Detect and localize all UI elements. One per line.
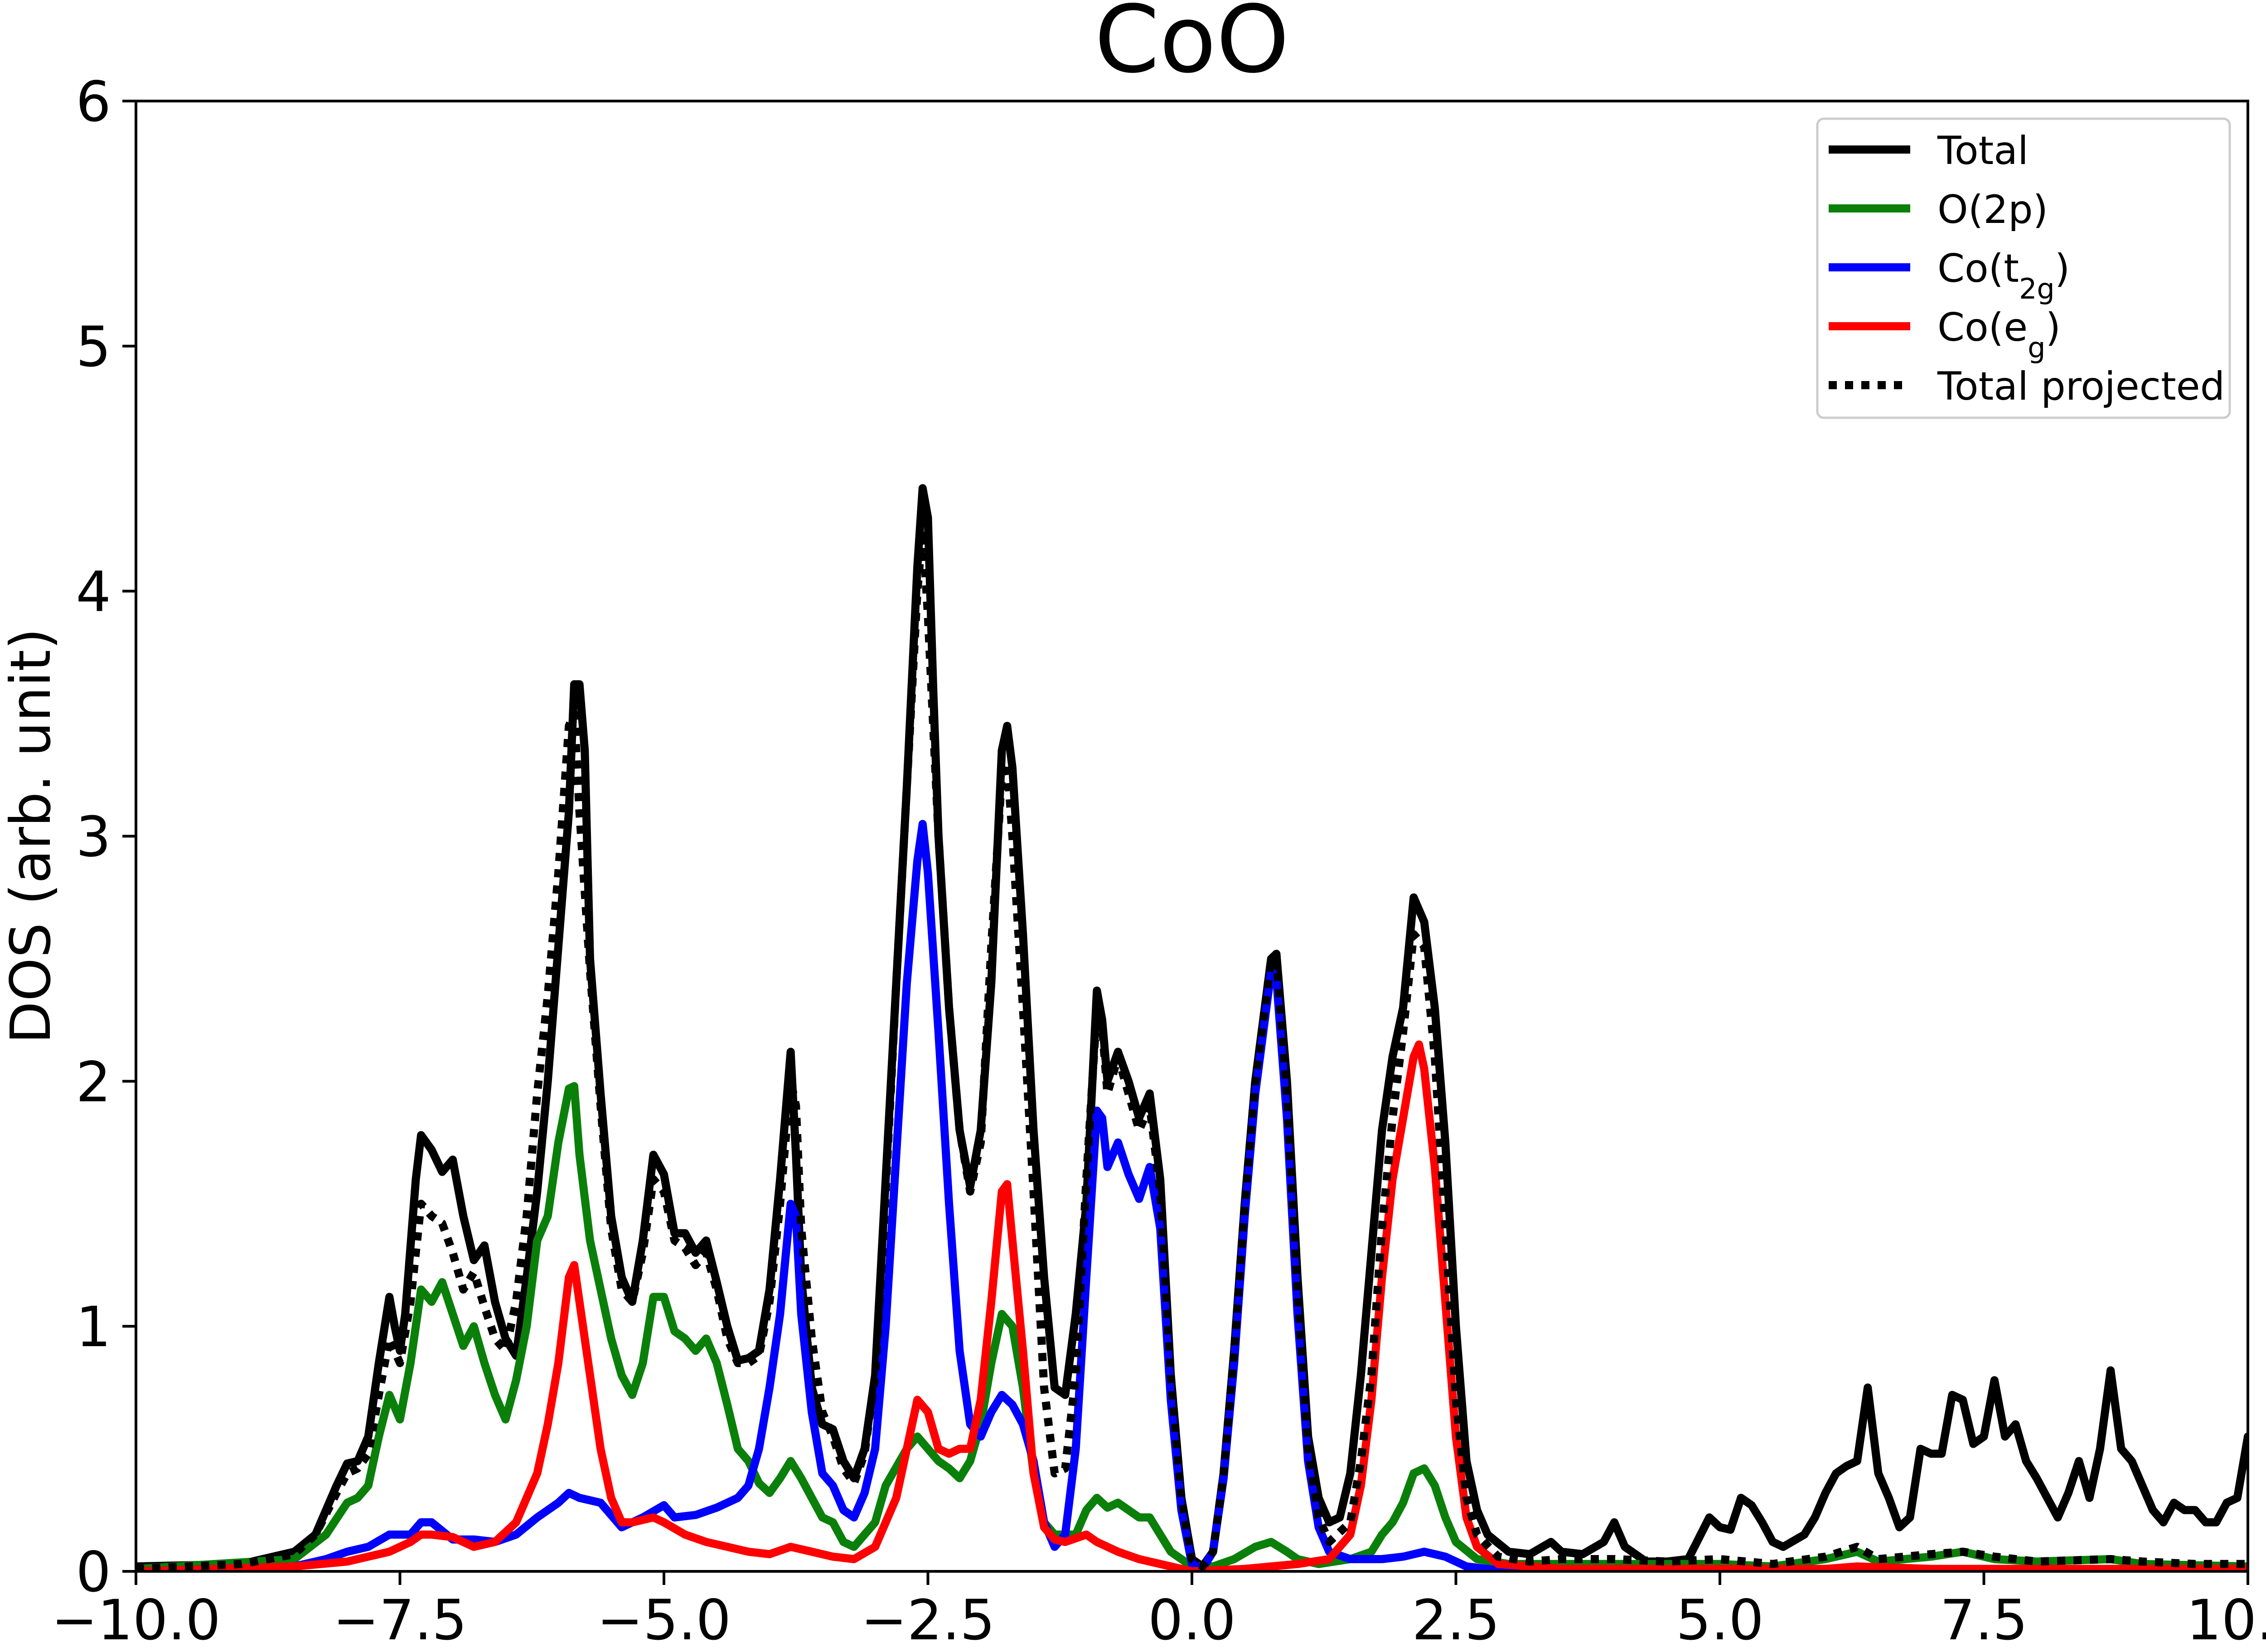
y-tick-label: 3: [76, 805, 111, 869]
legend-box: [1816, 117, 2231, 419]
series-line-total-projected: [136, 526, 2248, 1571]
y-tick-label: 4: [76, 560, 111, 624]
y-tick-label: 5: [76, 315, 111, 379]
y-tick-label: 0: [76, 1540, 111, 1604]
x-tick-label: 5.0: [1676, 1588, 1764, 1652]
series-lines: [136, 484, 2248, 1571]
legend-label-total: Total: [1937, 128, 2029, 174]
x-tick-label: −7.5: [333, 1588, 467, 1652]
x-tick-label: −2.5: [861, 1588, 995, 1652]
x-tick-label: −5.0: [597, 1588, 731, 1652]
legend-label-o-2p: O(2p): [1937, 187, 2048, 232]
legend-label-co-eg: Co(eg): [1937, 305, 2061, 364]
series-line-co-t2g: [136, 820, 2248, 1571]
y-tick-label: 2: [76, 1050, 111, 1114]
legend-label-co-t2g: Co(t2g): [1937, 246, 2070, 305]
x-tick-label: 0.0: [1148, 1588, 1236, 1652]
legend: Total O(2p) Co(t2g)Co(eg)Total projected: [1816, 117, 2231, 419]
y-tick-label: 6: [76, 70, 111, 134]
chart-title: CoO: [1094, 0, 1289, 94]
x-tick-label: 10.0: [2186, 1588, 2266, 1652]
axis-ticks: −10.0 −7.5 −5.0 −2.5 0.0 2.5 5.0 7.5 10.0 0 1 2 3 4 5 6: [51, 70, 2266, 1652]
legend-label-total-projected: Total projected: [1937, 364, 2225, 409]
y-axis-label: DOS (arb. unit): [0, 628, 63, 1044]
x-tick-label: 2.5: [1412, 1588, 1500, 1652]
series-line-co-eg: [136, 1040, 2248, 1571]
y-tick-label: 1: [76, 1295, 111, 1359]
x-tick-label: −10.0: [51, 1588, 221, 1652]
series-line-total: [136, 484, 2248, 1571]
x-tick-label: 7.5: [1940, 1588, 2028, 1652]
